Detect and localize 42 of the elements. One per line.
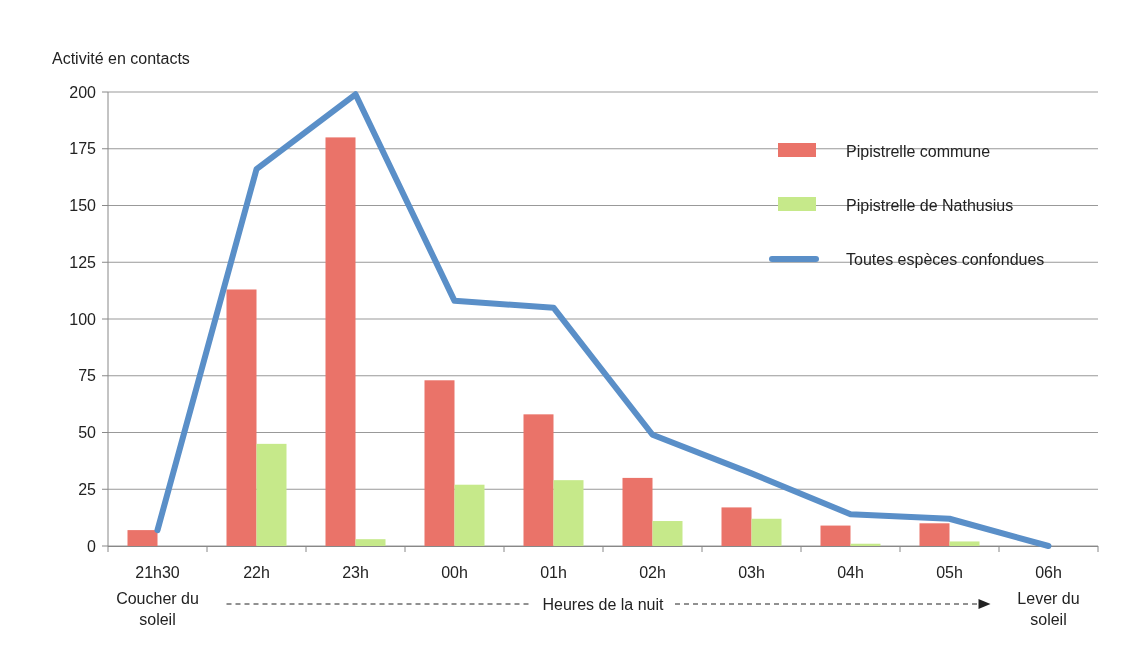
x-axis-title: Heures de la nuit xyxy=(542,595,665,613)
bar xyxy=(622,477,653,546)
legend-label: Pipistrelle de Nathusius xyxy=(846,196,1014,214)
x-tick-label: 03h xyxy=(738,564,765,581)
y-tick-label: 25 xyxy=(78,480,97,498)
y-tick-label: 50 xyxy=(78,424,97,442)
y-tick-label: 150 xyxy=(69,197,97,215)
x-tick-label: 22h xyxy=(243,564,270,581)
bar xyxy=(424,380,455,546)
x-tick-label: 00h xyxy=(441,564,468,581)
bar xyxy=(226,289,257,546)
bar xyxy=(454,484,485,546)
bar xyxy=(553,480,584,546)
x-tick-label: 01h xyxy=(540,564,567,581)
y-tick-label: 175 xyxy=(69,140,97,158)
y-tick-label: 0 xyxy=(87,537,97,555)
legend-label: Toutes espèces confondues xyxy=(846,250,1045,268)
x-tick-label: 02h xyxy=(639,564,666,581)
bar xyxy=(721,507,752,546)
text: Lever du soleil xyxy=(1017,590,1080,628)
bar xyxy=(127,530,158,546)
y-tick-label: 100 xyxy=(69,310,97,328)
bar xyxy=(919,523,950,546)
bar xyxy=(256,443,287,546)
bar xyxy=(523,414,554,546)
bar xyxy=(949,541,980,546)
text: Coucher du soleil xyxy=(116,590,199,628)
x-tick-label: 21h30 xyxy=(135,564,180,581)
y-axis-title: Activité en contacts xyxy=(52,50,190,67)
x-tick-label: 06h xyxy=(1035,564,1062,581)
x-tick-label: 04h xyxy=(837,564,864,581)
y-tick-label: 200 xyxy=(69,83,97,101)
bar xyxy=(751,518,782,546)
x-tick-label: 05h xyxy=(936,564,963,581)
bar xyxy=(355,539,386,546)
y-tick-label: 125 xyxy=(69,253,97,271)
y-tick-label: 75 xyxy=(78,367,97,385)
bar xyxy=(820,525,851,546)
bar xyxy=(325,137,356,546)
bar xyxy=(652,521,683,546)
x-tick-label: 23h xyxy=(342,564,369,581)
legend-label: Pipistrelle commune xyxy=(846,142,991,160)
